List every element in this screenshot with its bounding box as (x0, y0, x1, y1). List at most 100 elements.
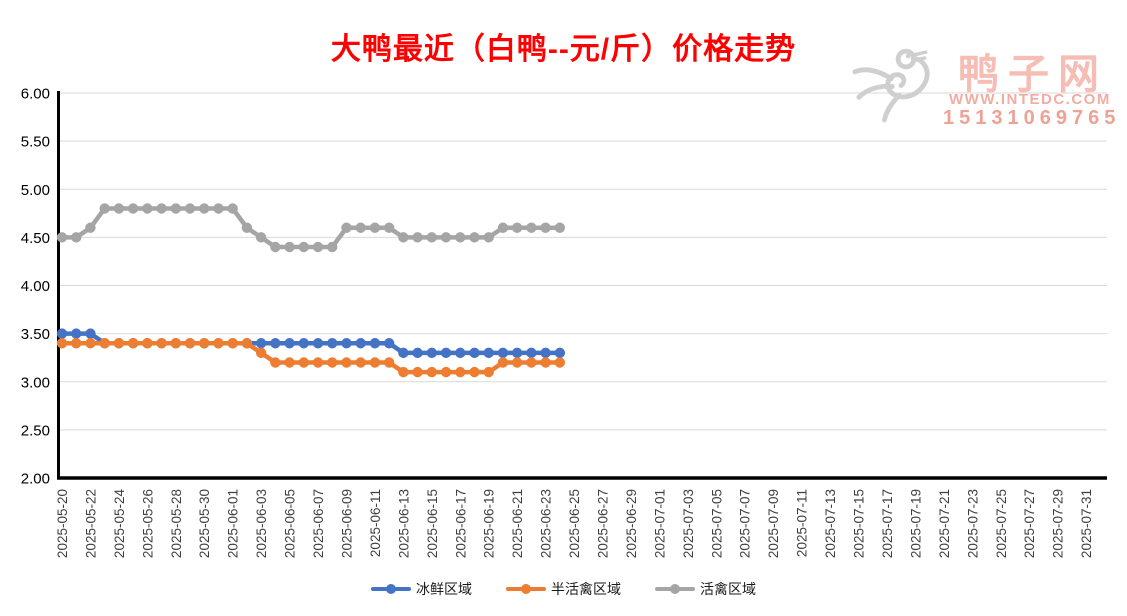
site-name: 鸭子网 (958, 51, 1108, 97)
data-point (184, 203, 196, 214)
data-point (398, 366, 409, 378)
data-point (241, 338, 253, 349)
y-tick-label: 5.00 (21, 182, 50, 199)
data-point (113, 338, 125, 349)
x-tick-label: 2025-06-19 (482, 489, 497, 558)
x-tick-label: 2025-06-03 (254, 489, 269, 558)
x-tick-label: 2025-07-03 (681, 489, 696, 558)
data-point (71, 328, 82, 339)
data-point (312, 357, 324, 368)
x-tick-label: 2025-07-15 (852, 489, 867, 558)
data-point (554, 222, 566, 233)
data-point (71, 232, 82, 243)
x-tick-label: 2025-06-17 (453, 489, 468, 558)
data-point (355, 338, 366, 349)
x-tick-label: 2025-06-07 (311, 489, 326, 558)
legend-item-冰鲜区域: 冰鲜区域 (371, 579, 472, 599)
data-point (426, 347, 438, 359)
x-tick-label: 2025-07-07 (738, 489, 753, 558)
data-point (369, 357, 381, 368)
data-point (469, 347, 480, 359)
data-point (56, 338, 68, 349)
data-point (127, 203, 139, 214)
data-point (511, 347, 523, 359)
x-tick-label: 2025-07-13 (823, 489, 838, 558)
series-line (59, 206, 563, 250)
data-point (99, 203, 110, 214)
data-point (412, 232, 423, 243)
data-point (270, 357, 281, 368)
y-tick-label: 2.00 (21, 471, 50, 488)
x-tick-label: 2025-07-17 (880, 489, 895, 558)
x-tick-label: 2025-07-31 (1079, 489, 1094, 558)
data-point (426, 232, 438, 243)
data-point (483, 366, 494, 378)
x-tick-label: 2025-06-27 (595, 489, 610, 558)
data-point (355, 357, 366, 368)
y-tick-label: 5.50 (21, 134, 50, 151)
data-point (298, 357, 310, 368)
series-半活禽区域 (56, 338, 566, 378)
data-point (398, 232, 409, 243)
data-point (511, 222, 523, 233)
data-point (511, 357, 523, 368)
data-point (156, 203, 167, 214)
data-point (142, 338, 153, 349)
data-point (270, 241, 281, 253)
data-point (227, 203, 238, 214)
chart-legend: 冰鲜区域 半活禽区域 活禽区域 (0, 579, 1127, 599)
data-point (369, 222, 381, 233)
y-tick-label: 3.00 (21, 374, 50, 391)
data-point (56, 232, 68, 243)
data-point (241, 222, 253, 233)
legend-marker-icon (506, 583, 546, 595)
x-tick-label: 2025-07-01 (652, 489, 667, 558)
x-tick-label: 2025-07-19 (908, 489, 923, 558)
data-point (412, 347, 423, 359)
x-tick-label: 2025-05-26 (140, 489, 155, 558)
x-tick-label: 2025-06-25 (567, 489, 582, 558)
data-point (440, 232, 452, 243)
site-url: WWW.INTEDC.COM (949, 91, 1111, 108)
data-point (497, 347, 509, 359)
data-point (341, 357, 352, 368)
data-point (440, 347, 452, 359)
data-point (312, 241, 324, 253)
data-point (113, 203, 125, 214)
x-tick-label: 2025-05-28 (169, 489, 184, 558)
data-point (497, 357, 509, 368)
legend-item-半活禽区域: 半活禽区域 (506, 579, 621, 599)
legend-label: 冰鲜区域 (416, 581, 472, 597)
legend-label: 半活禽区域 (551, 581, 621, 597)
legend-marker-icon (655, 583, 695, 595)
x-tick-label: 2025-07-05 (709, 489, 724, 558)
data-point (526, 222, 537, 233)
data-point (142, 203, 153, 214)
x-tick-label: 2025-07-27 (1022, 489, 1037, 558)
data-point (298, 338, 310, 349)
x-tick-label: 2025-06-09 (339, 489, 354, 558)
data-point (255, 232, 267, 243)
data-point (412, 366, 423, 378)
x-tick-label: 2025-06-23 (539, 489, 554, 558)
data-point (170, 338, 181, 349)
x-tick-label: 2025-06-21 (510, 489, 525, 558)
data-point (213, 203, 224, 214)
data-point (383, 338, 395, 349)
data-point (469, 232, 480, 243)
data-point (71, 338, 82, 349)
x-tick-label: 2025-06-11 (368, 489, 383, 557)
data-point (554, 357, 566, 368)
data-point (199, 338, 210, 349)
chart-title: 大鸭最近（白鸭--元/斤）价格走势 (330, 33, 797, 66)
y-tick-label: 4.00 (21, 278, 50, 295)
legend-marker-icon (371, 583, 411, 595)
data-point (99, 338, 110, 349)
x-tick-label: 2025-07-11 (795, 489, 810, 557)
data-point (85, 328, 96, 339)
x-tick-label: 2025-06-05 (283, 489, 298, 558)
data-point (341, 338, 352, 349)
x-tick-label: 2025-07-29 (1051, 489, 1066, 558)
y-tick-label: 4.50 (21, 230, 50, 247)
